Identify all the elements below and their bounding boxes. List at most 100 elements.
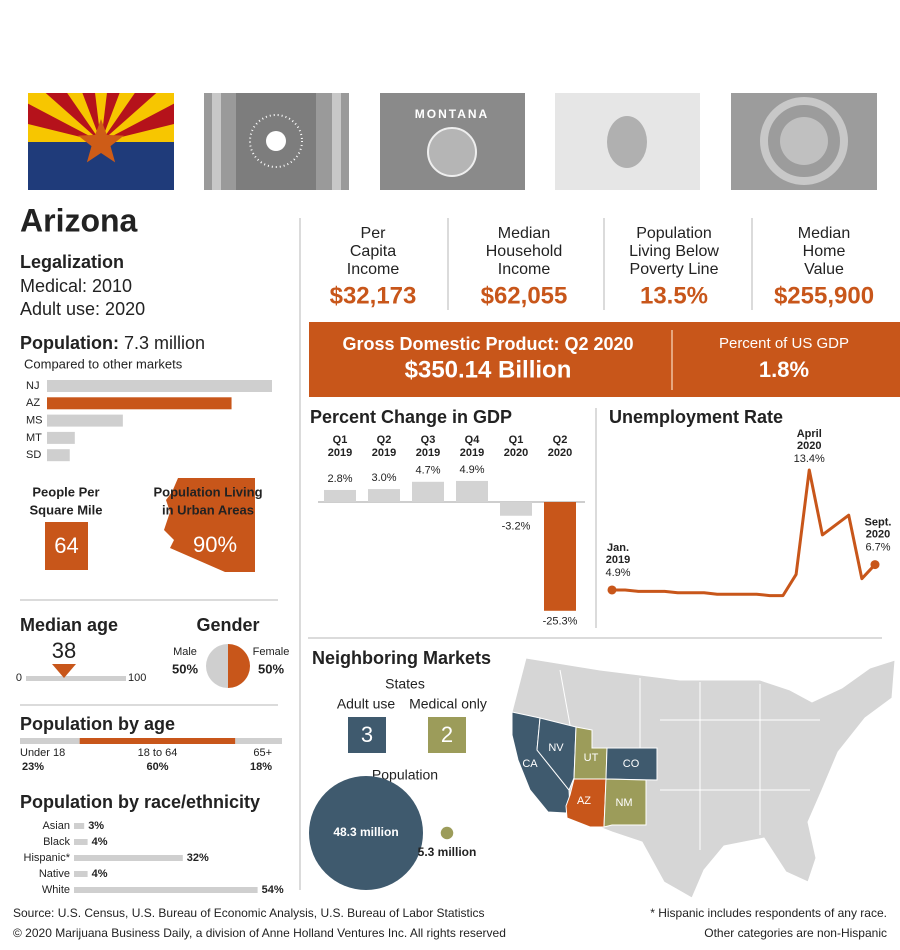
state-shape — [603, 778, 647, 828]
value-label: 50% — [258, 661, 284, 676]
tick-label: 100 — [128, 672, 146, 684]
bar — [74, 887, 258, 893]
category-label: Q2 2020 — [548, 434, 572, 459]
value-label: -25.3% — [543, 616, 578, 628]
annotation-line: 2020 — [866, 528, 890, 540]
arizona-shape — [164, 478, 255, 572]
flag-emblem — [427, 127, 477, 177]
bar — [412, 481, 444, 502]
annotation-line: 2019 — [606, 554, 630, 566]
flag-emblem — [607, 116, 647, 168]
category-line: Q1 — [509, 434, 524, 446]
tick-label: 0 — [16, 672, 22, 684]
footnote: Other categories are non-Hispanic — [704, 926, 887, 940]
value-label: 4.7% — [415, 465, 440, 477]
value-label: 18% — [250, 761, 272, 773]
label: Medical: 2010 — [20, 276, 132, 296]
category-line: Q4 — [465, 434, 481, 446]
state-label: UT — [584, 752, 599, 764]
category-line: Q2 — [377, 434, 392, 446]
annotation: April 2020 — [797, 428, 822, 452]
state-shape — [605, 747, 658, 781]
value-label: 2.8% — [327, 473, 352, 485]
state-label: CA — [522, 758, 538, 770]
chart-title: Gender — [196, 615, 259, 635]
label: Population Living — [153, 484, 262, 499]
point — [870, 560, 880, 570]
stat-value: $32,173 — [330, 282, 417, 309]
category-line: 2019 — [416, 447, 440, 459]
value-label: 23% — [22, 761, 44, 773]
category-label: 18 to 64 — [138, 747, 178, 759]
point — [607, 585, 617, 595]
count-box — [428, 717, 466, 753]
chart-title: Population by race/ethnicity — [20, 792, 260, 812]
value-label: 3.0% — [371, 472, 396, 484]
density-box — [45, 522, 88, 570]
stat-label: Home — [803, 243, 846, 260]
bubble — [440, 826, 454, 840]
value-label: -3.2% — [502, 521, 531, 533]
flag-star — [78, 119, 124, 163]
label: $350.14 Billion — [405, 356, 572, 383]
bar-segment — [235, 738, 282, 744]
pie-slice — [228, 644, 250, 688]
heading: Legalization — [20, 252, 124, 272]
stat-label: Income — [498, 261, 551, 278]
category-line: 2019 — [328, 447, 352, 459]
value-label: 54% — [262, 884, 284, 896]
bar — [47, 397, 232, 410]
category-label: 65+ — [253, 747, 272, 759]
stat-label: Per — [361, 225, 387, 242]
age-marker — [52, 664, 76, 678]
annotation: Sept. 2020 — [865, 516, 892, 540]
flag-emblem — [249, 114, 303, 168]
category-label: NJ — [26, 380, 39, 392]
section-title: Neighboring Markets — [312, 648, 491, 668]
category-label: Black — [43, 836, 70, 848]
annotation-line: Jan. — [607, 542, 629, 554]
category-line: Q2 — [553, 434, 568, 446]
state-name: Arizona — [20, 202, 138, 238]
category-line: 2019 — [372, 447, 396, 459]
value-label: 4% — [92, 868, 108, 880]
label: Adult use — [337, 696, 396, 712]
bar — [74, 823, 85, 829]
category-label: Asian — [42, 820, 70, 832]
state-border — [559, 669, 571, 726]
label: in Urban Areas — [162, 502, 254, 517]
chart-title: Unemployment Rate — [609, 407, 783, 427]
stat-label: Household — [486, 243, 563, 260]
value-label: 6.7% — [865, 541, 890, 553]
bar — [74, 839, 88, 845]
category-line: 2020 — [504, 447, 528, 459]
gauge-track — [26, 676, 126, 681]
label: Population — [372, 767, 438, 783]
bar — [47, 431, 75, 444]
annotation-line: Sept. — [865, 516, 892, 528]
gdp-banner — [309, 322, 900, 397]
annotation-line: April — [797, 428, 822, 440]
category-label: Under 18 — [20, 747, 65, 759]
category-label: MS — [26, 415, 43, 427]
source: Source: U.S. Census, U.S. Bureau of Econ… — [13, 906, 485, 920]
value-label: 50% — [172, 661, 198, 676]
flag-ray — [95, 93, 107, 142]
bubble-label: 48.3 million — [333, 825, 398, 839]
annotation: Jan. 2019 — [606, 542, 630, 566]
stat-label: Population — [636, 225, 712, 242]
label: Percent of US GDP — [719, 335, 849, 352]
category-label: Q4 2019 — [460, 434, 484, 459]
count: 2 — [441, 722, 453, 747]
state-shape — [536, 717, 577, 791]
flag-emblem — [760, 97, 848, 185]
bar — [47, 380, 272, 392]
value-label: 3% — [88, 820, 104, 832]
flag-ray — [101, 93, 135, 142]
category-label: AZ — [26, 397, 40, 409]
flag-text: MONTANA — [415, 107, 489, 121]
heading: Population: — [20, 333, 119, 353]
urban-value: 90% — [193, 532, 237, 557]
value-label: 13.4% — [794, 453, 825, 465]
